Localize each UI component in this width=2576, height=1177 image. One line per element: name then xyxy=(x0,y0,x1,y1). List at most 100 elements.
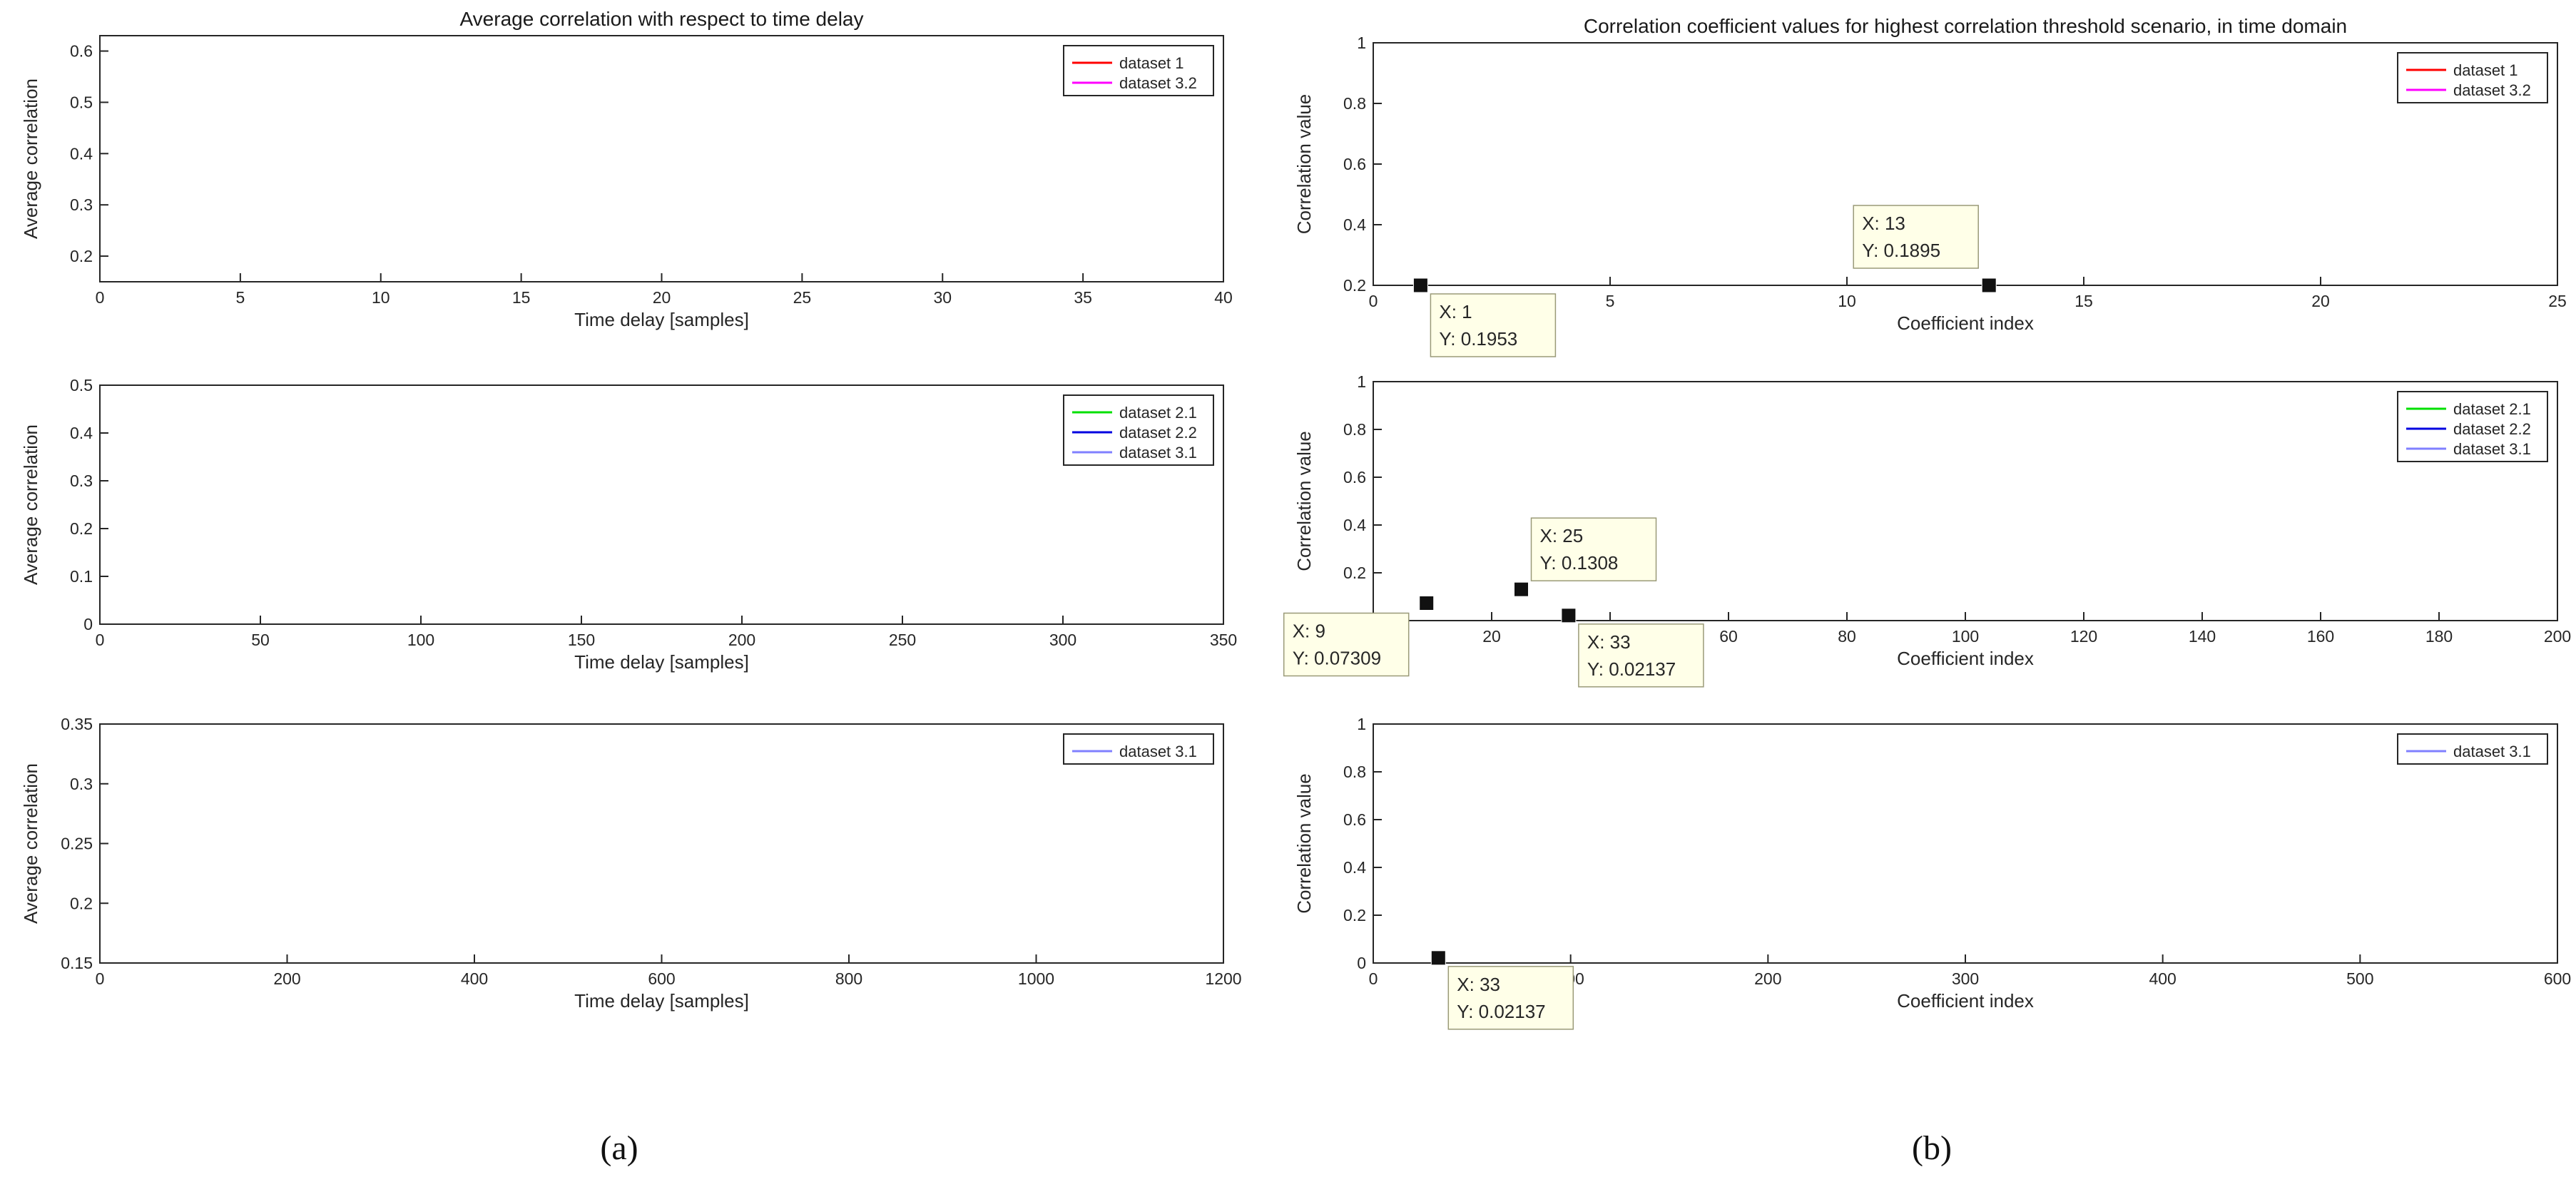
datatip-marker[interactable] xyxy=(1419,596,1435,611)
x-tick-label: 25 xyxy=(2548,292,2567,310)
y-tick-label: 0.3 xyxy=(70,472,93,490)
chart-2: 0 50 100 150 200 250 300 350 0 0.1 0.2 0.3 0.4 0.5 Tim… xyxy=(20,376,1237,673)
y-tick-label: 0.6 xyxy=(70,42,93,61)
datatip-y: Y: 0.1308 xyxy=(1540,552,1619,574)
legend-box xyxy=(1063,45,1214,96)
x-tick-label: 300 xyxy=(1952,969,1979,988)
x-tick-label: 0 xyxy=(1369,969,1378,988)
y-tick-label: 0.4 xyxy=(1343,858,1366,877)
x-tick-label: 150 xyxy=(568,631,595,649)
x-axis-label: Time delay [samples] xyxy=(574,990,749,1012)
x-tick-label: 600 xyxy=(648,969,675,988)
x-tick-label: 15 xyxy=(2074,292,2093,310)
y-tick-label: 0.35 xyxy=(61,715,93,733)
x-tick-label: 20 xyxy=(1482,627,1501,646)
y-tick-label: 0.5 xyxy=(70,93,93,111)
y-tick-label: 0.15 xyxy=(61,954,93,972)
legend-box xyxy=(1063,394,1214,466)
legend: dataset 2.1 dataset 2.2 dataset 3.1 xyxy=(2397,391,2548,462)
x-tick-label: 1200 xyxy=(1205,969,1241,988)
axes-box xyxy=(99,723,1224,964)
datatip[interactable]: X: 25 Y: 0.1308 xyxy=(1514,517,1657,597)
x-tick-label: 0 xyxy=(96,631,105,649)
x-tick-label: 10 xyxy=(1838,292,1856,310)
x-tick-label: 500 xyxy=(2346,969,2373,988)
datatip-marker[interactable] xyxy=(1561,608,1577,623)
y-tick-label: 0.5 xyxy=(70,376,93,394)
y-tick-label: 0.6 xyxy=(1343,468,1366,486)
x-tick-label: 200 xyxy=(1754,969,1781,988)
x-tick-label: 600 xyxy=(2544,969,2571,988)
datatip-x: X: 13 xyxy=(1862,213,1905,234)
x-axis-label: Coefficient index xyxy=(1897,648,2034,669)
legend: dataset 3.1 xyxy=(2397,733,2548,765)
axes-box xyxy=(1373,723,2558,964)
datatip-marker[interactable] xyxy=(1412,277,1428,293)
datatip-y: Y: 0.02137 xyxy=(1587,658,1676,680)
y-axis-label: Correlation value xyxy=(1293,773,1315,914)
x-tick-label: 400 xyxy=(2149,969,2176,988)
y-axis-label: Average correlation xyxy=(20,424,41,585)
axes-box xyxy=(99,35,1224,282)
x-tick-label: 25 xyxy=(793,288,812,307)
y-tick-label: 0.8 xyxy=(1343,763,1366,781)
legend-entry: dataset 3.2 xyxy=(2453,81,2531,99)
legend: dataset 2.1 dataset 2.2 dataset 3.1 xyxy=(1063,394,1214,466)
y-tick-label: 0.1 xyxy=(70,567,93,586)
x-tick-label: 40 xyxy=(1214,288,1233,307)
y-tick-label: 0.2 xyxy=(1343,276,1366,295)
y-tick-label: 0.8 xyxy=(1343,420,1366,439)
datatip-marker[interactable] xyxy=(1430,950,1446,966)
x-tick-label: 400 xyxy=(461,969,488,988)
legend-entry: dataset 3.2 xyxy=(1119,74,1197,92)
chart-title: Average correlation with respect to time… xyxy=(460,8,864,30)
y-axis-label: Average correlation xyxy=(20,78,41,239)
chart-6: 010020030040050060000.20.40.60.81Coeffic… xyxy=(1293,715,2571,1030)
x-axis-label: Coefficient index xyxy=(1897,312,2034,334)
y-tick-label: 0.8 xyxy=(1343,94,1366,113)
x-tick-label: 200 xyxy=(273,969,300,988)
datatip[interactable]: X: 13 Y: 0.1895 xyxy=(1853,205,1997,293)
x-tick-label: 0 xyxy=(96,969,105,988)
legend-entry: dataset 2.1 xyxy=(2453,400,2531,418)
x-tick-label: 100 xyxy=(1952,627,1979,646)
datatip[interactable]: X: 9 Y: 0.07309 xyxy=(1283,596,1435,677)
datatip-x: X: 33 xyxy=(1587,631,1631,653)
x-tick-label: 120 xyxy=(2070,627,2097,646)
x-tick-label: 0 xyxy=(96,288,105,307)
x-tick-label: 80 xyxy=(1838,627,1856,646)
datatip[interactable]: X: 1 Y: 0.1953 xyxy=(1412,277,1557,357)
legend-entry: dataset 1 xyxy=(1119,54,1184,72)
x-tick-label: 300 xyxy=(1049,631,1076,649)
x-tick-label: 35 xyxy=(1074,288,1092,307)
legend-entry: dataset 2.2 xyxy=(1119,424,1197,442)
legend: dataset 1 dataset 3.2 xyxy=(2397,52,2548,103)
legend: dataset 1 dataset 3.2 xyxy=(1063,45,1214,96)
x-tick-label: 1000 xyxy=(1018,969,1054,988)
legend-box xyxy=(2397,52,2548,103)
datatip-box xyxy=(1853,205,1979,269)
legend-box xyxy=(2397,733,2548,765)
x-tick-label: 50 xyxy=(251,631,270,649)
legend-box xyxy=(2397,391,2548,462)
datatip-y: Y: 0.1895 xyxy=(1862,240,1940,261)
x-tick-label: 30 xyxy=(933,288,952,307)
datatip-y: Y: 0.1953 xyxy=(1439,328,1517,350)
x-tick-label: 0 xyxy=(1369,292,1378,310)
x-tick-label: 20 xyxy=(653,288,671,307)
chart-1: 0 5 10 15 20 25 30 35 40 0.2 0.3 0.4 0.5 0.6 Time dela… xyxy=(20,8,1233,330)
datatip[interactable]: X: 33 Y: 0.02137 xyxy=(1561,608,1704,688)
datatip-x: X: 9 xyxy=(1293,621,1325,642)
x-tick-label: 5 xyxy=(1606,292,1615,310)
datatip-box xyxy=(1283,612,1410,677)
datatip-y: Y: 0.07309 xyxy=(1293,648,1381,669)
y-tick-label: 1 xyxy=(1357,715,1366,733)
datatip-marker[interactable] xyxy=(1981,277,1997,293)
datatip-marker[interactable] xyxy=(1514,581,1529,597)
y-tick-label: 1 xyxy=(1357,34,1366,52)
x-tick-label: 180 xyxy=(2425,627,2453,646)
datatip[interactable]: X: 33 Y: 0.02137 xyxy=(1430,950,1574,1030)
x-tick-label: 140 xyxy=(2189,627,2216,646)
x-tick-label: 200 xyxy=(2544,627,2571,646)
